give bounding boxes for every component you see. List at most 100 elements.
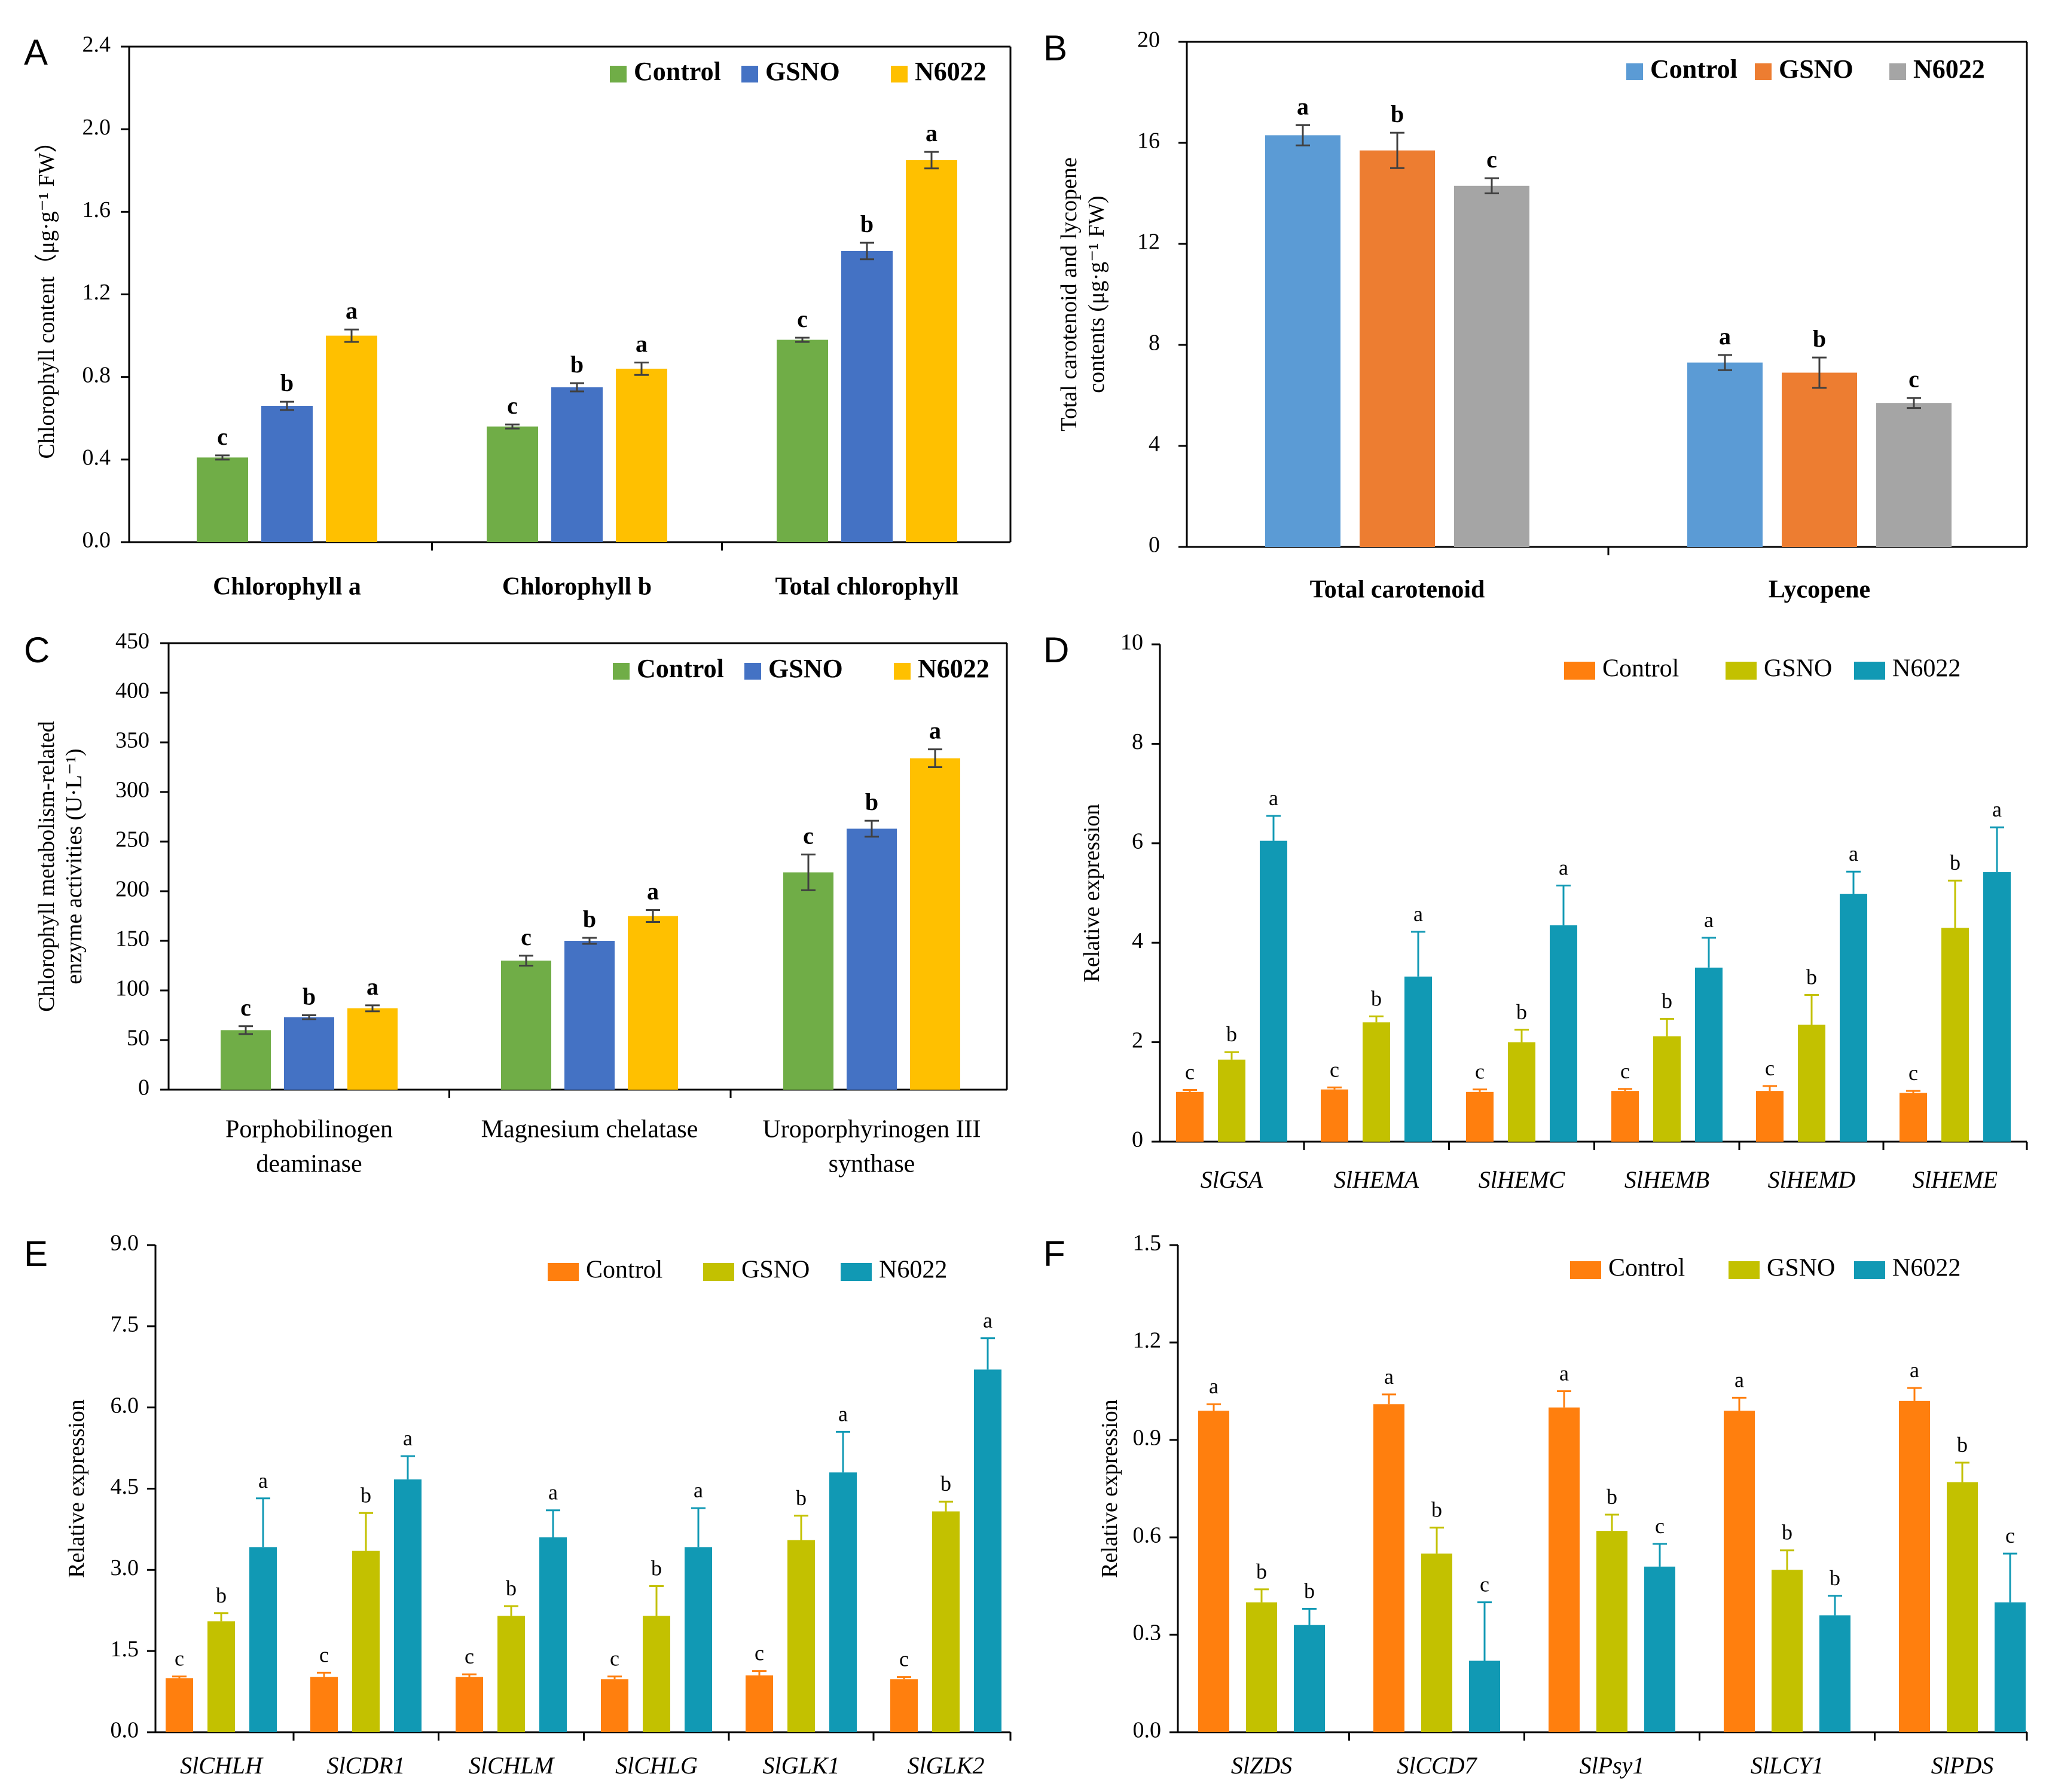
bar	[166, 1678, 193, 1732]
bar	[628, 916, 678, 1090]
legend-label: N6022	[879, 1256, 947, 1284]
bar	[1596, 1531, 1627, 1732]
significance-letter: b	[280, 369, 294, 396]
x-category-label: SlCHLH	[180, 1752, 264, 1779]
y-tick-label: 300	[115, 778, 149, 803]
x-category-label: Total carotenoid	[1310, 576, 1485, 604]
y-tick-label: 1.2	[83, 280, 111, 305]
significance-letter: a	[403, 1426, 413, 1450]
chart-panel-a: A 0.0 0.4 0.8 1.2 1.6 2.0 2.4 Chlorophyll conten…	[24, 32, 1012, 601]
chart-panel-c: C 0 50 100 150 200 250 300 350 400 450 Chlorophyll …	[24, 629, 1008, 1178]
bar	[1198, 1411, 1229, 1732]
legend-swatch	[894, 663, 911, 680]
bar	[221, 1030, 271, 1090]
x-category-label: SlGLK1	[763, 1752, 840, 1779]
significance-letter: c	[465, 1644, 474, 1668]
significance-letter: b	[860, 210, 874, 237]
bar	[1265, 135, 1340, 547]
significance-letter: a	[1704, 908, 1714, 932]
significance-letter: c	[1655, 1514, 1665, 1538]
bar	[787, 1540, 815, 1732]
bar	[1421, 1554, 1452, 1732]
significance-letter: c	[1908, 366, 1919, 393]
panel-label: C	[24, 630, 50, 670]
significance-letter: c	[1486, 146, 1497, 173]
legend-swatch	[1854, 1261, 1885, 1279]
legend-label: GSNO	[741, 1256, 810, 1284]
bar	[284, 1017, 334, 1090]
legend-label: N6022	[915, 57, 987, 86]
x-category-label: SlCHLM	[469, 1752, 555, 1779]
x-category-label: SlPDS	[1931, 1752, 1993, 1779]
significance-letter: c	[507, 392, 518, 419]
bar	[746, 1675, 773, 1732]
significance-letter: c	[1908, 1061, 1918, 1085]
significance-letter: b	[1516, 1000, 1527, 1024]
bar	[1294, 1625, 1325, 1732]
y-tick-label: 0.6	[1133, 1523, 1162, 1548]
panel-label: B	[1043, 28, 1067, 68]
legend-label: N6022	[1913, 54, 1985, 84]
y-tick-label: 0.0	[83, 528, 111, 553]
legend-swatch	[1854, 662, 1885, 680]
significance-letter: b	[216, 1583, 227, 1607]
legend-swatch	[1755, 63, 1772, 80]
legend: Control GSNO N6022	[1564, 655, 1961, 683]
bar	[1687, 362, 1763, 547]
legend-label: GSNO	[768, 654, 843, 683]
bar	[1469, 1660, 1500, 1732]
significance-letter: a	[258, 1469, 268, 1493]
significance-letter: a	[1559, 1362, 1569, 1386]
y-axis-label: Relative expression	[64, 1399, 89, 1578]
y-tick-label: 0	[1132, 1127, 1143, 1152]
y-tick-label: 200	[115, 877, 149, 902]
x-category-label: SlLCY1	[1751, 1752, 1824, 1779]
bar	[890, 1679, 918, 1732]
significance-letter: a	[1384, 1365, 1394, 1389]
bar	[1772, 1570, 1803, 1732]
bar	[829, 1472, 857, 1732]
significance-letter: b	[940, 1472, 951, 1496]
significance-letter: c	[175, 1647, 184, 1671]
y-tick-label: 450	[115, 629, 149, 654]
legend-label: GSNO	[1779, 54, 1853, 84]
y-axis-label: Chlorophyll content（μg·g⁻¹ FW）	[34, 130, 59, 459]
bar	[841, 250, 893, 542]
significance-letter: c	[610, 1647, 619, 1671]
significance-letter: a	[1734, 1368, 1744, 1392]
significance-letter: a	[838, 1402, 848, 1426]
significance-letter: b	[1226, 1022, 1237, 1046]
bar	[685, 1547, 712, 1732]
bar	[974, 1369, 1001, 1732]
x-category-label: SlCHLG	[615, 1752, 698, 1779]
significance-letter: a	[694, 1478, 703, 1502]
bar	[932, 1511, 960, 1732]
significance-letter: b	[1607, 1485, 1617, 1509]
significance-letter: c	[803, 822, 814, 849]
y-tick-label: 20	[1137, 27, 1160, 53]
legend-label: GSNO	[1767, 1255, 1835, 1282]
significance-letter: b	[1813, 325, 1826, 352]
bar	[207, 1621, 235, 1732]
legend-swatch	[1564, 662, 1595, 680]
y-tick-label: 0	[138, 1075, 149, 1100]
bar	[1549, 1407, 1580, 1732]
x-category-label: SlGLK2	[908, 1752, 985, 1779]
bar	[1900, 1093, 1927, 1142]
legend: Control GSNO N6022	[1570, 1255, 1961, 1282]
legend-label: Control	[1650, 54, 1737, 84]
y-axis-label: Chlorophyll metabolism-related	[34, 721, 59, 1012]
bar	[1218, 1059, 1245, 1142]
legend-swatch	[1726, 662, 1757, 680]
bar	[1404, 976, 1432, 1142]
legend-label: Control	[637, 654, 724, 683]
significance-letter: c	[1480, 1573, 1489, 1597]
bar	[1360, 150, 1435, 548]
significance-letter: a	[983, 1308, 993, 1332]
legend-label: GSNO	[1764, 655, 1832, 683]
bar	[1819, 1615, 1850, 1732]
bar	[1176, 1091, 1204, 1142]
y-tick-label: 350	[115, 728, 149, 753]
y-tick-label: 7.5	[111, 1312, 139, 1337]
x-category-label: SlCDR1	[326, 1752, 405, 1779]
